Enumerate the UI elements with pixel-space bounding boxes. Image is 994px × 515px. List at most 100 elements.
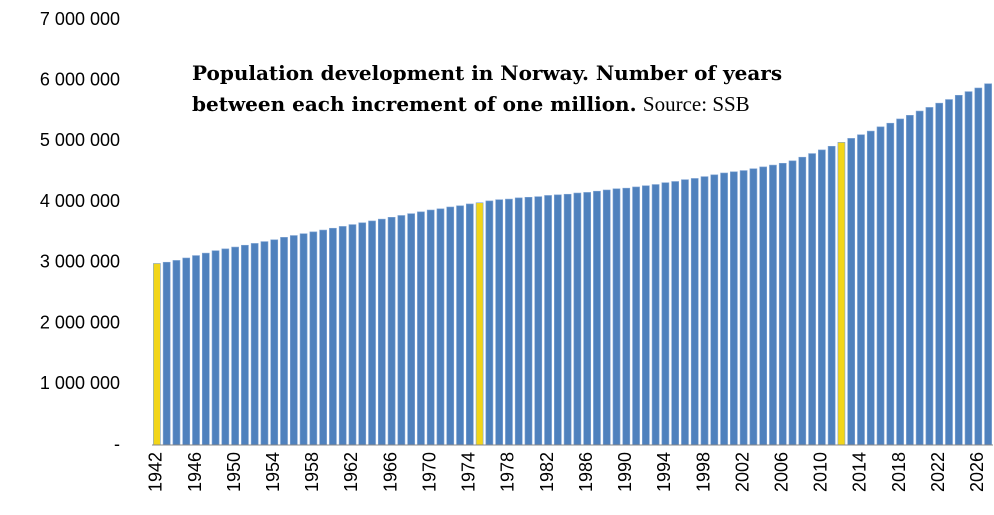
x-tick-label: 2006 [772, 452, 792, 492]
bar [700, 176, 709, 446]
bar [681, 179, 689, 446]
y-tick-label: 1 000 000 [40, 373, 120, 393]
x-tick-label: 1966 [380, 452, 400, 492]
x-tick-label: 1958 [302, 452, 322, 492]
bar [172, 260, 181, 446]
bar [201, 252, 210, 446]
bar [221, 248, 230, 446]
bar [935, 102, 944, 446]
bar [925, 107, 934, 446]
bar [632, 186, 640, 446]
chart-title: Population development in Norway. Number… [192, 61, 783, 116]
bar [465, 203, 474, 446]
bar [436, 208, 445, 446]
bar [514, 197, 523, 446]
bar [622, 187, 631, 446]
x-tick-label: 1974 [459, 452, 479, 492]
x-tick-label: 2022 [928, 452, 948, 492]
x-tick-label: 1954 [263, 452, 283, 492]
y-tick-label: 5 000 000 [40, 130, 120, 150]
y-tick-label: 6 000 000 [40, 69, 120, 89]
bar [945, 99, 953, 446]
bar [211, 250, 220, 446]
x-tick-label: 2026 [967, 452, 987, 492]
bar [886, 122, 895, 446]
bar [563, 193, 572, 446]
x-tick-label: 1994 [654, 452, 674, 492]
bar [730, 171, 738, 446]
bar [612, 188, 621, 446]
bar [778, 162, 787, 446]
bar [661, 182, 670, 446]
bar [456, 205, 464, 446]
x-tick-label: 1962 [341, 452, 361, 492]
bar [348, 224, 357, 446]
bar [642, 185, 650, 446]
bar [906, 115, 914, 446]
bar [974, 87, 983, 446]
x-tick-label: 1990 [615, 452, 635, 492]
bar [387, 217, 396, 446]
bar [837, 142, 846, 446]
bar [749, 168, 758, 446]
bar [407, 213, 415, 446]
x-tick-label: 2002 [732, 452, 752, 492]
bar [544, 195, 552, 446]
x-tick-label: 2014 [850, 452, 870, 492]
bar [759, 166, 768, 446]
bar [534, 196, 543, 446]
bar [808, 153, 816, 446]
bar [417, 211, 425, 446]
bar [338, 226, 347, 446]
bar [377, 218, 386, 446]
x-tick-label: 1986 [576, 452, 596, 492]
bar [319, 229, 327, 446]
bar [280, 237, 288, 446]
bar [397, 215, 406, 446]
bar [260, 241, 269, 446]
bar [153, 263, 161, 446]
bar [710, 174, 719, 446]
bar [554, 194, 562, 446]
bar [182, 257, 191, 446]
bar [651, 184, 660, 446]
x-tick-label: 1950 [224, 452, 244, 492]
bar [368, 220, 376, 446]
bar [505, 198, 513, 446]
bar [847, 138, 856, 446]
bar [446, 206, 455, 446]
bar [593, 190, 601, 446]
y-tick-label: 7 000 000 [40, 9, 120, 29]
bar [915, 110, 924, 446]
x-tick-label: 1970 [419, 452, 439, 492]
bar [876, 126, 885, 446]
bar [788, 160, 797, 446]
bar [954, 94, 963, 446]
bar [602, 189, 611, 446]
bar [769, 164, 777, 446]
bar [720, 172, 728, 446]
bar [299, 233, 308, 446]
bar [192, 255, 200, 446]
bar [739, 170, 748, 446]
bar [690, 178, 699, 446]
bar [984, 83, 992, 446]
bar [573, 192, 582, 446]
bar [475, 202, 484, 446]
x-tick-label: 1942 [146, 452, 166, 492]
bar [857, 134, 865, 446]
bar [798, 156, 807, 446]
y-tick-label: 4 000 000 [40, 191, 120, 211]
chart-title-block: Population development in Norway. Number… [192, 58, 792, 120]
bar [358, 222, 367, 446]
bar [309, 231, 318, 446]
bar [671, 181, 680, 446]
bar [270, 239, 279, 446]
x-tick-label: 1946 [185, 452, 205, 492]
bar [241, 244, 249, 446]
bar [964, 91, 973, 446]
bar [250, 243, 259, 446]
bar [289, 235, 298, 446]
